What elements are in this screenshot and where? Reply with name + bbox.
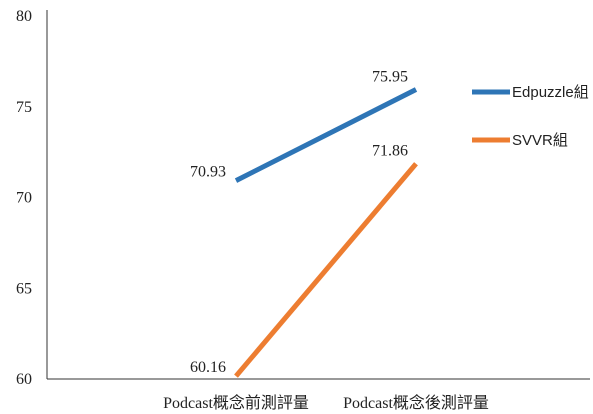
y-tick-label: 75 [16, 99, 32, 116]
series-line [234, 87, 418, 183]
x-category-label: Podcast概念後測評量 [343, 393, 489, 412]
data-label: 70.93 [190, 164, 226, 181]
y-tick-label: 65 [16, 280, 32, 297]
legend-label: SVVR組 [512, 132, 568, 149]
y-tick-label: 70 [16, 190, 32, 207]
legend: Edpuzzle組 SVVR組 [472, 84, 589, 149]
y-tick-label: 80 [16, 8, 32, 25]
legend-label: Edpuzzle組 [512, 84, 589, 101]
y-tick-label: 60 [16, 371, 32, 388]
data-label: 60.16 [190, 359, 226, 376]
x-category-label: Podcast概念前測評量 [163, 393, 309, 412]
data-label: 71.86 [372, 143, 408, 160]
y-tick-labels: 60 65 70 75 80 [16, 8, 32, 388]
data-labels: 70.93 75.95 60.16 71.86 [190, 69, 408, 377]
x-category-labels: Podcast概念前測評量 Podcast概念後測評量 [163, 393, 489, 412]
data-label: 75.95 [372, 69, 408, 86]
series-line [234, 162, 418, 378]
chart-axes [46, 10, 590, 380]
series-lines [234, 87, 418, 378]
